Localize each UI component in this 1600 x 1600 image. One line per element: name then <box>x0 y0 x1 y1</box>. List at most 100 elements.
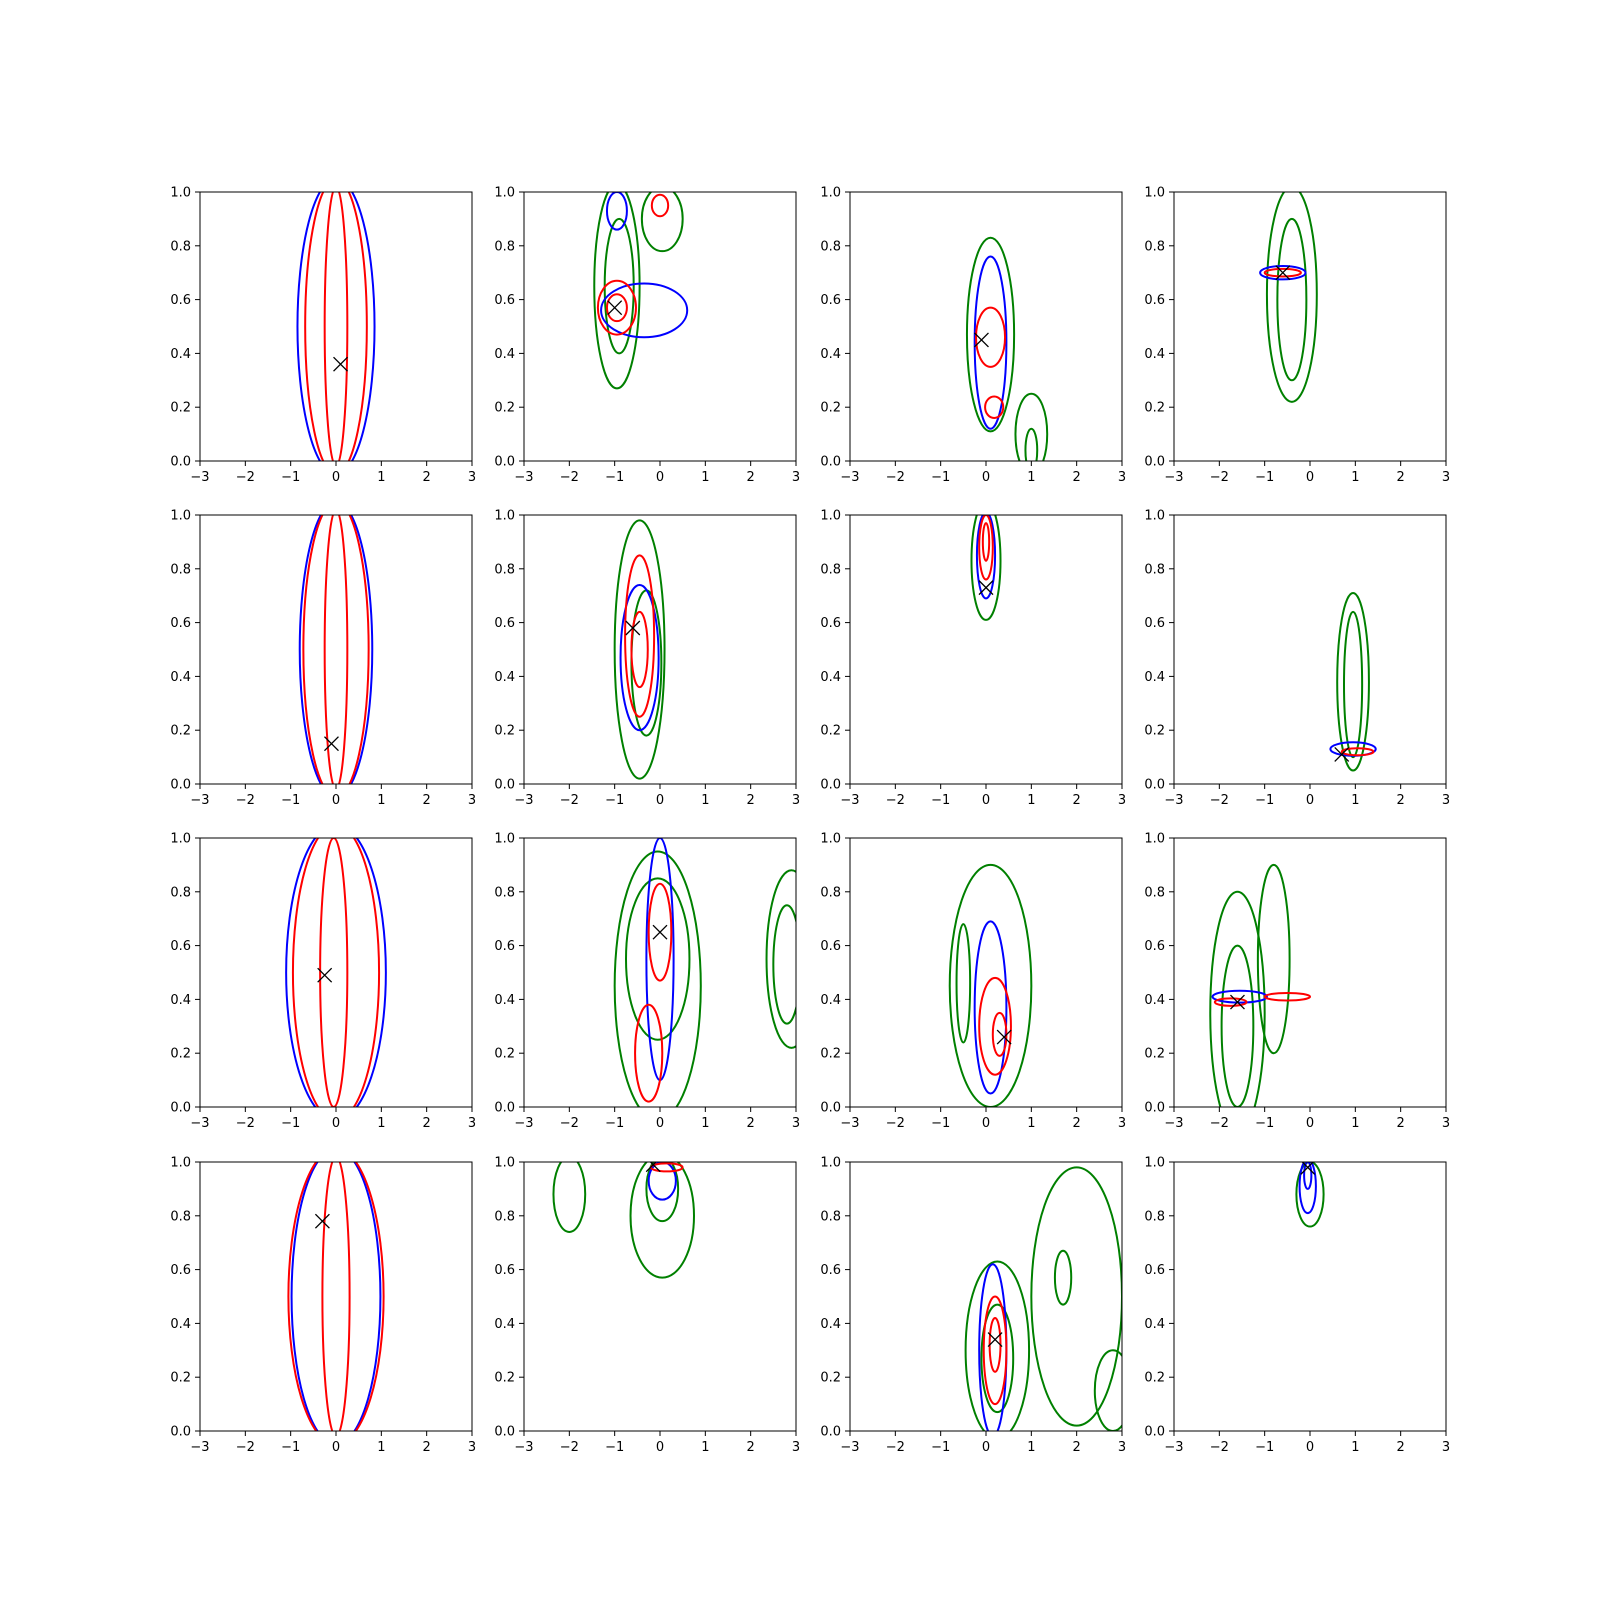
contour-green <box>955 923 972 1044</box>
y-tick-label: 0.4 <box>494 670 515 685</box>
subplot-r1-c2: −3 −2 −1 0 1 2 3 0.0 0.2 0.4 0.6 0.8 1.0 <box>820 509 1126 809</box>
x-tick-label: −1 <box>281 1116 300 1131</box>
x-tick-label: 3 <box>468 793 476 808</box>
y-tick-label: 0.6 <box>494 1263 515 1278</box>
contour-red <box>988 1317 1002 1373</box>
x-marker-stroke <box>317 967 333 983</box>
y-tick-label: 0.2 <box>170 401 191 416</box>
contour-blue <box>1259 264 1307 281</box>
contour-red <box>1263 267 1302 278</box>
x-marker-stroke <box>645 1162 657 1173</box>
y-tick-label: 0.6 <box>494 616 515 631</box>
x-tick-label: 3 <box>792 793 800 808</box>
contour-blue <box>600 282 689 339</box>
x-tick-label: −1 <box>605 793 624 808</box>
x-tick-label: 1 <box>377 1440 385 1455</box>
contour-green <box>948 863 1033 1107</box>
y-tick-label: 0.2 <box>1144 724 1165 739</box>
subplot-r0-c1: −3 −2 −1 0 1 2 3 0.0 0.2 0.4 0.6 0.8 1.0 <box>494 186 800 486</box>
x-tick-label: −3 <box>840 1440 859 1455</box>
contour-red <box>291 838 381 1107</box>
y-tick-label: 0.6 <box>494 293 515 308</box>
contour-red <box>304 192 368 461</box>
x-tick-label: −3 <box>840 793 859 808</box>
contour-red <box>624 554 656 718</box>
x-tick-label: 2 <box>1397 793 1405 808</box>
y-tick-label: 0.8 <box>170 239 191 254</box>
x-marker <box>645 1162 661 1173</box>
y-tick-label: 0.4 <box>820 347 841 362</box>
x-tick-label: 3 <box>1118 1116 1126 1131</box>
y-tick-label: 1.0 <box>1144 1156 1165 1171</box>
plot-area <box>1329 592 1377 772</box>
x-tick-label: −1 <box>1255 1116 1274 1131</box>
contour-green <box>1265 192 1318 403</box>
y-tick-label: 0.4 <box>820 670 841 685</box>
x-tick-label: 1 <box>377 793 385 808</box>
x-tick-label: 1 <box>1351 1440 1359 1455</box>
y-tick-label: 0.6 <box>1144 939 1165 954</box>
x-tick-label: 0 <box>332 470 340 485</box>
x-tick-label: 2 <box>1397 1116 1405 1131</box>
x-tick-label: 1 <box>1027 1440 1035 1455</box>
y-tick-label: 0.0 <box>170 455 191 470</box>
x-tick-label: 3 <box>1442 1116 1450 1131</box>
contour-blue <box>1211 989 1268 1004</box>
x-marker <box>333 356 348 372</box>
x-tick-label: 2 <box>747 793 755 808</box>
contour-green <box>1093 1349 1122 1431</box>
plot-area <box>285 838 387 1107</box>
x-marker <box>314 1213 330 1229</box>
x-tick-label: −2 <box>1210 470 1229 485</box>
x-marker <box>1230 994 1245 1010</box>
y-tick-label: 1.0 <box>1144 186 1165 201</box>
y-tick-label: 0.4 <box>1144 993 1165 1008</box>
y-tick-label: 1.0 <box>494 186 515 201</box>
contour-red <box>650 193 670 218</box>
subplot-r0-c2: −3 −2 −1 0 1 2 3 0.0 0.2 0.4 0.6 0.8 1.0 <box>820 186 1126 486</box>
x-marker-stroke <box>974 332 989 348</box>
y-tick-label: 0.4 <box>494 347 515 362</box>
x-tick-label: −3 <box>514 1116 533 1131</box>
x-tick-label: −3 <box>190 470 209 485</box>
x-tick-label: −3 <box>840 470 859 485</box>
y-tick-label: 0.6 <box>820 1263 841 1278</box>
y-tick-label: 1.0 <box>170 509 191 524</box>
y-tick-label: 0.6 <box>170 939 191 954</box>
x-tick-label: 0 <box>982 793 990 808</box>
y-tick-label: 0.4 <box>1144 1317 1165 1332</box>
y-tick-label: 0.2 <box>170 724 191 739</box>
x-marker <box>607 300 623 316</box>
subplot-r2-c2: −3 −2 −1 0 1 2 3 0.0 0.2 0.4 0.6 0.8 1.0 <box>820 832 1126 1132</box>
contour-red <box>1263 991 1312 1002</box>
y-tick-label: 0.4 <box>820 993 841 1008</box>
contour-green <box>980 1303 1015 1414</box>
x-tick-label: −1 <box>931 470 950 485</box>
contour-red <box>323 192 349 461</box>
y-tick-label: 0.8 <box>1144 885 1165 900</box>
x-tick-label: 2 <box>1397 1440 1405 1455</box>
y-tick-label: 0.8 <box>494 239 515 254</box>
x-tick-label: 2 <box>1073 793 1081 808</box>
contour-red <box>978 976 1012 1076</box>
y-tick-label: 0.6 <box>170 293 191 308</box>
contour-red <box>978 515 994 581</box>
x-tick-label: −1 <box>1255 793 1274 808</box>
y-tick-label: 1.0 <box>820 1156 841 1171</box>
y-tick-label: 0.2 <box>820 1371 841 1386</box>
x-tick-label: 3 <box>1118 470 1126 485</box>
x-marker <box>996 1029 1012 1045</box>
y-tick-label: 0.2 <box>820 724 841 739</box>
x-tick-label: −3 <box>190 793 209 808</box>
y-tick-label: 0.0 <box>494 1101 515 1116</box>
x-tick-label: −2 <box>886 1116 905 1131</box>
y-tick-label: 0.4 <box>170 993 191 1008</box>
subplot-r1-c1: −3 −2 −1 0 1 2 3 0.0 0.2 0.4 0.6 0.8 1.0 <box>494 509 800 809</box>
x-tick-label: 0 <box>982 1116 990 1131</box>
plot-area <box>1259 192 1318 403</box>
x-tick-label: −2 <box>886 470 905 485</box>
x-tick-label: 2 <box>423 793 431 808</box>
x-tick-label: −2 <box>560 1440 579 1455</box>
contour-green <box>1256 863 1291 1055</box>
plot-area <box>965 236 1049 461</box>
